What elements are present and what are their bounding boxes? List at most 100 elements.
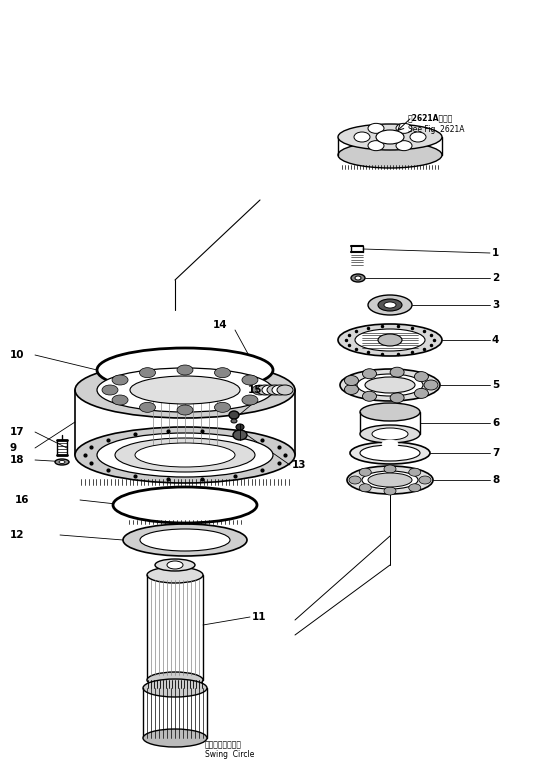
Text: 13: 13 [292, 460, 306, 470]
Ellipse shape [359, 469, 371, 476]
Ellipse shape [112, 375, 128, 385]
Ellipse shape [360, 425, 420, 443]
Ellipse shape [140, 368, 155, 378]
Text: 10: 10 [10, 350, 25, 360]
Ellipse shape [384, 465, 396, 473]
Ellipse shape [267, 385, 283, 395]
Ellipse shape [376, 130, 404, 144]
Ellipse shape [215, 402, 231, 413]
Ellipse shape [355, 329, 425, 351]
Ellipse shape [424, 380, 438, 390]
Ellipse shape [396, 124, 412, 134]
Text: 5: 5 [492, 380, 499, 390]
Text: 6: 6 [492, 418, 499, 428]
Ellipse shape [262, 385, 278, 395]
Text: スイングサークル: スイングサークル [205, 740, 242, 749]
Text: 8: 8 [492, 475, 499, 485]
Ellipse shape [177, 365, 193, 375]
Ellipse shape [242, 375, 258, 385]
Ellipse shape [155, 559, 195, 571]
Ellipse shape [233, 430, 247, 440]
Ellipse shape [229, 411, 239, 419]
Ellipse shape [354, 132, 370, 142]
Ellipse shape [167, 561, 183, 569]
Ellipse shape [257, 385, 273, 395]
Ellipse shape [112, 395, 128, 405]
Ellipse shape [115, 438, 255, 472]
Ellipse shape [113, 487, 257, 523]
Ellipse shape [349, 476, 361, 484]
Ellipse shape [236, 424, 244, 430]
Text: 16: 16 [15, 495, 29, 505]
Ellipse shape [123, 524, 247, 556]
Ellipse shape [75, 362, 295, 418]
Ellipse shape [135, 443, 235, 467]
Ellipse shape [378, 299, 402, 311]
Ellipse shape [97, 433, 273, 477]
Ellipse shape [409, 484, 421, 492]
Ellipse shape [383, 441, 397, 447]
Text: 7: 7 [492, 448, 499, 458]
Ellipse shape [344, 375, 359, 385]
Ellipse shape [362, 471, 418, 489]
Ellipse shape [350, 442, 430, 464]
Ellipse shape [277, 385, 293, 395]
Ellipse shape [140, 402, 155, 413]
Ellipse shape [357, 374, 423, 396]
Ellipse shape [338, 324, 442, 356]
Ellipse shape [362, 369, 377, 378]
Ellipse shape [59, 461, 65, 464]
Ellipse shape [55, 459, 69, 465]
Ellipse shape [97, 368, 273, 412]
Ellipse shape [355, 276, 361, 280]
Ellipse shape [102, 385, 118, 395]
Ellipse shape [97, 348, 273, 392]
Text: 2: 2 [492, 273, 499, 283]
Ellipse shape [347, 466, 433, 494]
Ellipse shape [368, 295, 412, 315]
Text: 12: 12 [10, 530, 25, 540]
Text: 噣2621A図参照: 噣2621A図参照 [408, 113, 453, 122]
Ellipse shape [384, 487, 396, 495]
Text: 1: 1 [492, 248, 499, 258]
Text: 14: 14 [213, 320, 227, 330]
Ellipse shape [344, 385, 359, 395]
Ellipse shape [143, 729, 207, 747]
Ellipse shape [351, 274, 365, 282]
Ellipse shape [390, 393, 404, 402]
Ellipse shape [362, 392, 377, 401]
Ellipse shape [409, 469, 421, 476]
Ellipse shape [396, 141, 412, 151]
Ellipse shape [368, 473, 412, 487]
Ellipse shape [378, 334, 402, 346]
Text: 17: 17 [10, 427, 25, 437]
Ellipse shape [359, 484, 371, 492]
Ellipse shape [140, 529, 230, 551]
Ellipse shape [414, 371, 428, 382]
Ellipse shape [414, 388, 428, 399]
Ellipse shape [410, 132, 426, 142]
Text: Swing  Circle: Swing Circle [205, 750, 255, 759]
Ellipse shape [147, 672, 203, 688]
Ellipse shape [384, 302, 396, 308]
Text: See Fig. 2621A: See Fig. 2621A [408, 125, 464, 134]
Ellipse shape [147, 567, 203, 583]
Ellipse shape [130, 376, 240, 404]
Ellipse shape [75, 427, 295, 483]
Text: 9: 9 [10, 443, 17, 453]
Ellipse shape [419, 476, 431, 484]
Ellipse shape [338, 142, 442, 168]
Text: 4: 4 [492, 335, 499, 345]
Ellipse shape [368, 124, 384, 134]
Ellipse shape [372, 428, 408, 440]
Ellipse shape [215, 368, 231, 378]
Text: 11: 11 [252, 612, 267, 622]
Ellipse shape [360, 445, 420, 461]
Ellipse shape [368, 141, 384, 151]
Ellipse shape [272, 385, 288, 395]
Ellipse shape [390, 368, 404, 377]
Text: 15: 15 [248, 385, 263, 395]
Ellipse shape [365, 377, 415, 393]
Ellipse shape [338, 124, 442, 150]
Ellipse shape [360, 403, 420, 421]
